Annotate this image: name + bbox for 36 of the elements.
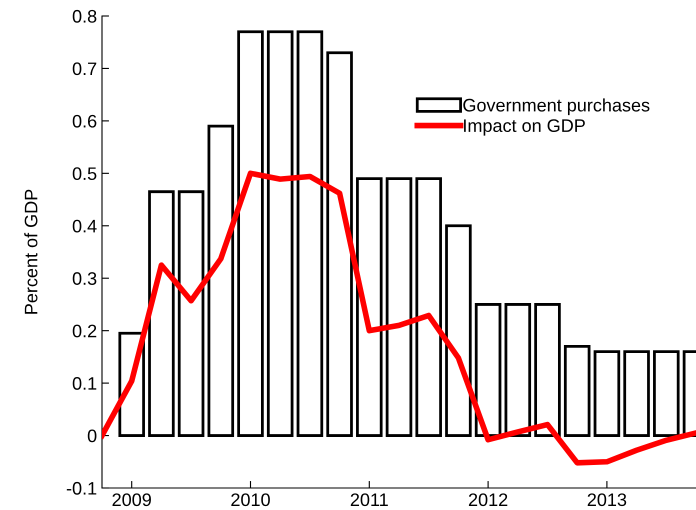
y-tick-label: 0.5 <box>72 167 96 180</box>
y-axis-title: Percent of GDP <box>24 190 38 314</box>
bar <box>653 350 680 437</box>
y-tick-label: 0.7 <box>72 62 96 76</box>
bar <box>504 303 532 437</box>
x-tick-label: 2013 <box>588 493 626 506</box>
bar <box>445 224 472 437</box>
x-tick-label: 2009 <box>112 493 151 506</box>
legend-label: Government purchases <box>463 98 650 116</box>
bar <box>148 190 175 437</box>
bar <box>415 177 442 437</box>
bar <box>623 350 650 437</box>
bar <box>356 177 383 437</box>
bar <box>474 303 502 437</box>
bar <box>386 177 412 437</box>
x-tick-label: 2011 <box>350 493 388 506</box>
bar <box>534 303 561 437</box>
bar <box>237 30 264 437</box>
y-tick-label: 0.3 <box>72 272 96 285</box>
legend-label: Impact on GDP <box>464 119 585 136</box>
bar <box>594 350 620 437</box>
y-tick-label: 0.8 <box>72 10 96 23</box>
y-tick-label: 0.6 <box>72 114 96 128</box>
y-tick-label: 0.2 <box>72 324 96 338</box>
bar <box>178 190 204 437</box>
bar <box>564 345 590 437</box>
y-tick-label: 0 <box>88 429 96 442</box>
bar <box>326 51 353 437</box>
x-tick-label: 2012 <box>468 493 508 506</box>
y-tick-label: -0.1 <box>66 482 96 495</box>
x-tick-label: 2010 <box>231 493 270 506</box>
bar <box>266 30 294 437</box>
bar <box>296 30 324 437</box>
y-tick-label: 0.4 <box>72 220 97 232</box>
y-tick-label: 0.1 <box>72 377 96 390</box>
bar <box>208 124 234 437</box>
